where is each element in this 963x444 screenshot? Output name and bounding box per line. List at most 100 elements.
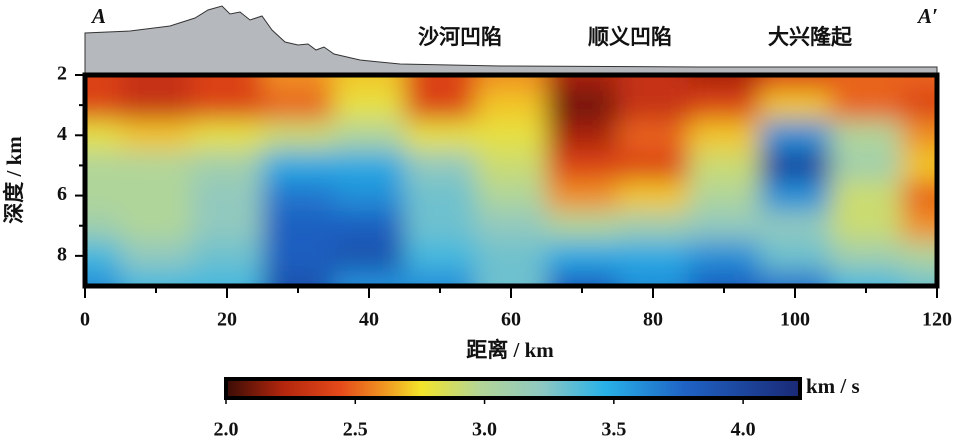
heat-cell	[333, 90, 405, 121]
heat-cell	[404, 150, 476, 181]
heat-cell	[262, 180, 334, 212]
annotation: 大兴隆起	[768, 25, 853, 49]
x-tick-label: 120	[922, 309, 952, 331]
section-start: A	[90, 4, 106, 28]
y-axis-label: 深度 / km	[2, 136, 26, 224]
heat-cell	[85, 90, 121, 121]
heat-cell	[262, 120, 334, 151]
heat-cell	[759, 120, 831, 151]
heat-cell	[901, 75, 937, 91]
heat-cell	[759, 90, 831, 121]
heat-cell	[85, 150, 121, 181]
heat-cell	[333, 75, 405, 91]
heat-cell	[475, 240, 547, 272]
x-tick-label: 80	[643, 309, 663, 331]
heat-cell	[85, 270, 121, 286]
heat-cell	[404, 240, 476, 272]
heat-cell	[404, 75, 476, 91]
heat-cell	[688, 270, 760, 286]
heat-cell	[333, 240, 405, 272]
heat-cell	[759, 270, 831, 286]
heat-cell	[830, 270, 902, 286]
x-tick-label: 40	[359, 309, 379, 331]
heat-cell	[262, 150, 334, 181]
heat-cell	[333, 180, 405, 212]
annotation: 顺义凹陷	[588, 25, 672, 49]
heat-cell	[191, 240, 263, 272]
axes: 0 20 40 60 80 100 120 2 4 6 8	[57, 63, 952, 331]
heat-cell	[191, 120, 263, 151]
heat-cell	[830, 180, 902, 212]
heat-cell	[617, 270, 689, 286]
heat-cell	[830, 120, 902, 151]
heat-cell	[475, 120, 547, 151]
heat-cell	[617, 90, 689, 121]
y-tick-label: 8	[57, 243, 67, 265]
heat-cell	[404, 210, 476, 242]
heat-cell	[546, 75, 618, 91]
x-axis-label: 距离 / km	[466, 338, 554, 362]
colorbar-tick-label: 3.0	[472, 419, 497, 441]
heat-cell	[759, 150, 831, 181]
heat-cell	[85, 75, 121, 91]
heat-cell	[120, 180, 192, 212]
colorbar	[224, 377, 802, 400]
heat-cell	[404, 120, 476, 151]
heat-cell	[120, 210, 192, 242]
heat-cell	[191, 180, 263, 212]
heat-cell	[475, 180, 547, 212]
heat-cell	[191, 150, 263, 181]
heat-cell	[901, 180, 937, 212]
heat-cell	[901, 90, 937, 121]
heat-cell	[120, 150, 192, 181]
heat-cell	[85, 180, 121, 212]
heat-cell	[262, 270, 334, 286]
heat-cell	[475, 270, 547, 286]
heat-cell	[120, 270, 192, 286]
heat-cell	[191, 90, 263, 121]
heat-cell	[475, 150, 547, 181]
heat-cell	[688, 210, 760, 242]
x-tick-label: 20	[217, 309, 237, 331]
heat-cell	[617, 180, 689, 212]
heat-cell	[830, 240, 902, 272]
heat-cell	[688, 240, 760, 272]
heat-cell	[404, 270, 476, 286]
heat-cell	[688, 150, 760, 181]
x-tick-label: 0	[80, 309, 90, 331]
heat-cell	[333, 270, 405, 286]
heat-cell	[404, 90, 476, 121]
heat-cell	[475, 75, 547, 91]
heat-cell	[688, 75, 760, 91]
heat-cell	[475, 90, 547, 121]
heat-cell	[85, 120, 121, 151]
heatmap-cells	[85, 75, 937, 286]
colorbar-tick-label: 3.5	[601, 419, 626, 441]
heat-cell	[759, 210, 831, 242]
heat-cell	[617, 75, 689, 91]
annotation: 沙河凹陷	[418, 25, 502, 49]
heat-cell	[546, 90, 618, 121]
heat-cell	[120, 240, 192, 272]
heat-cell	[759, 240, 831, 272]
heat-cell	[191, 210, 263, 242]
colorbar-tick-label: 4.0	[731, 419, 756, 441]
heat-cell	[830, 75, 902, 91]
heat-cell	[404, 180, 476, 212]
y-tick-label: 2	[57, 63, 67, 85]
colorbar-tick-label: 2.5	[343, 419, 368, 441]
heat-cell	[617, 240, 689, 272]
heat-cell	[475, 210, 547, 242]
heat-cell	[617, 210, 689, 242]
heat-cell	[688, 90, 760, 121]
y-tick-label: 6	[57, 183, 67, 205]
heat-cell	[262, 210, 334, 242]
heat-cell	[901, 240, 937, 272]
heatmap	[85, 75, 937, 286]
heat-cell	[546, 240, 618, 272]
heat-cell	[85, 210, 121, 242]
heat-cell	[617, 150, 689, 181]
heat-cell	[120, 90, 192, 121]
heat-cell	[901, 210, 937, 242]
